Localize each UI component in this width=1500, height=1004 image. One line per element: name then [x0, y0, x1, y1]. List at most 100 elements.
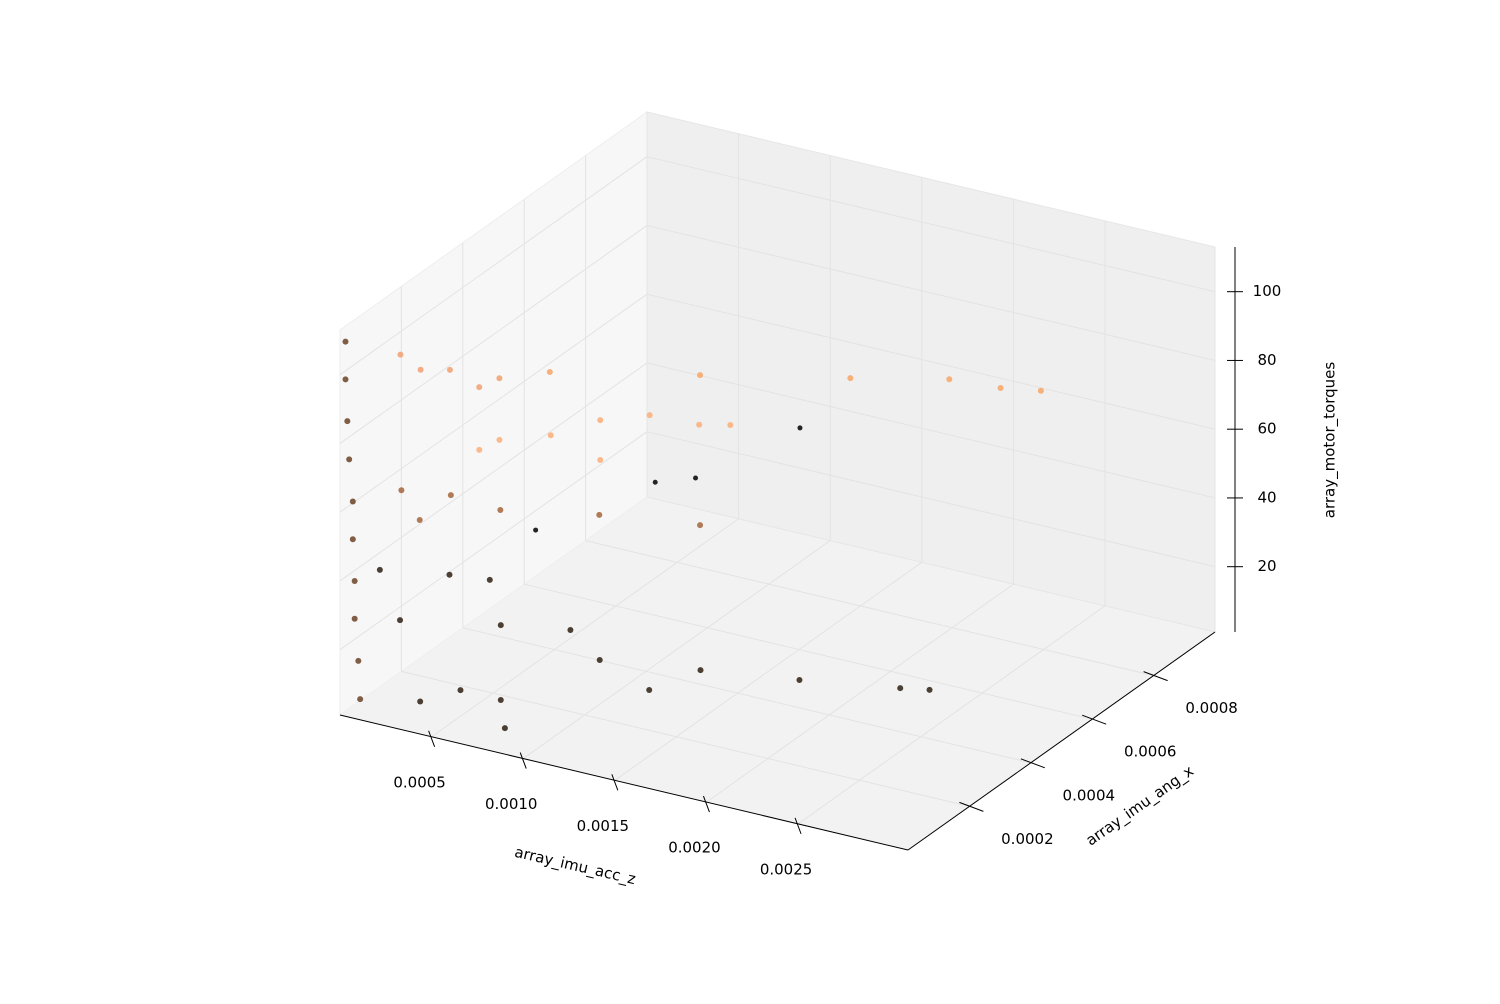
data-point [346, 456, 353, 463]
data-point [357, 696, 364, 703]
grid-line [646, 293, 1216, 430]
data-point [897, 685, 904, 692]
grid-line [339, 156, 648, 376]
data-point [946, 376, 953, 383]
grid-line [401, 670, 970, 807]
y-axis-line [907, 631, 1216, 851]
x-tick [611, 774, 619, 791]
data-point [351, 577, 358, 584]
data-point [596, 656, 603, 663]
data-point [397, 617, 404, 624]
x-tick [794, 817, 802, 835]
y-tick [959, 801, 984, 812]
data-point [417, 698, 424, 705]
grid-line [339, 225, 648, 444]
x-tick-label: 0.0025 [760, 860, 813, 878]
x-tick [428, 730, 436, 747]
grid-line [646, 224, 1216, 361]
data-point [652, 479, 658, 485]
grid-line [646, 431, 1216, 568]
data-point [697, 372, 704, 379]
data-point [447, 492, 454, 499]
data-point [476, 384, 483, 391]
y-tick [1020, 758, 1045, 769]
data-point [349, 498, 356, 505]
data-point [497, 622, 504, 629]
data-point [476, 446, 483, 453]
data-point [697, 522, 704, 529]
grid-line [339, 431, 648, 651]
z-tick-label: 60 [1257, 420, 1276, 438]
y-tick-label: 0.0002 [1001, 830, 1054, 848]
x-tick [519, 752, 527, 769]
x-tick-label: 0.0015 [577, 817, 630, 835]
back-pane [646, 111, 1216, 633]
data-point [351, 615, 358, 622]
axes: 0.0005 0.0010 0.0015 0.0020 0.0025 0.0002 0.00… [339, 247, 1282, 878]
data-point [533, 527, 539, 533]
grid-line [462, 627, 1031, 764]
y-axis-label: array_imu_ang_x [1082, 762, 1197, 851]
data-point [446, 571, 453, 578]
x-axis-label: array_imu_acc_z [513, 843, 638, 889]
grid-line [706, 583, 1014, 803]
points [342, 338, 1044, 732]
data-point [696, 421, 703, 428]
data-point [926, 686, 933, 693]
grid-line [522, 540, 831, 759]
data-point [497, 697, 504, 704]
data-point [496, 436, 503, 443]
data-point [342, 376, 349, 383]
y-tick [1143, 671, 1168, 682]
data-point [497, 506, 504, 513]
data-point [344, 418, 351, 425]
z-tick-label: 100 [1253, 282, 1282, 300]
data-point [547, 432, 554, 439]
grid-line [585, 540, 1154, 677]
data-point [546, 369, 553, 376]
z-tick-label: 20 [1257, 557, 1276, 575]
z-axis-label: array_motor_torques [1321, 362, 1340, 519]
data-point [847, 375, 854, 382]
data-point [398, 487, 405, 494]
y-tick-label: 0.0006 [1124, 743, 1177, 761]
data-point [796, 676, 803, 683]
z-tick-label: 40 [1257, 488, 1276, 506]
data-point [567, 626, 574, 633]
y-tick-label: 0.0008 [1185, 699, 1238, 717]
data-point [597, 417, 604, 424]
data-point [501, 725, 508, 732]
x-tick-label: 0.0020 [668, 839, 721, 857]
z-tick-label: 80 [1257, 351, 1276, 369]
data-point [697, 667, 704, 674]
x-axis-line [339, 714, 909, 851]
x-tick-label: 0.0005 [393, 773, 446, 791]
data-point [496, 375, 503, 382]
grid-line [524, 583, 1093, 720]
data-point [797, 425, 803, 431]
data-point [355, 657, 362, 664]
grid-line [614, 561, 923, 781]
data-point [596, 511, 603, 518]
panes [338, 111, 1217, 851]
data-point [597, 457, 604, 464]
data-point [446, 366, 453, 373]
data-point [342, 338, 349, 345]
grid [339, 133, 1216, 825]
data-point [727, 421, 734, 428]
grid-line [797, 605, 1106, 825]
grid-line [339, 293, 648, 513]
data-point [349, 536, 356, 543]
y-tick [1082, 714, 1107, 725]
x-tick [702, 795, 710, 813]
y-tick-label: 0.0004 [1063, 786, 1116, 804]
data-point [646, 412, 653, 419]
data-point [486, 576, 493, 583]
x-tick-label: 0.0010 [485, 795, 538, 813]
grid-line [646, 156, 1216, 293]
data-point [1037, 387, 1044, 394]
data-point [416, 517, 423, 524]
data-point [693, 475, 699, 481]
